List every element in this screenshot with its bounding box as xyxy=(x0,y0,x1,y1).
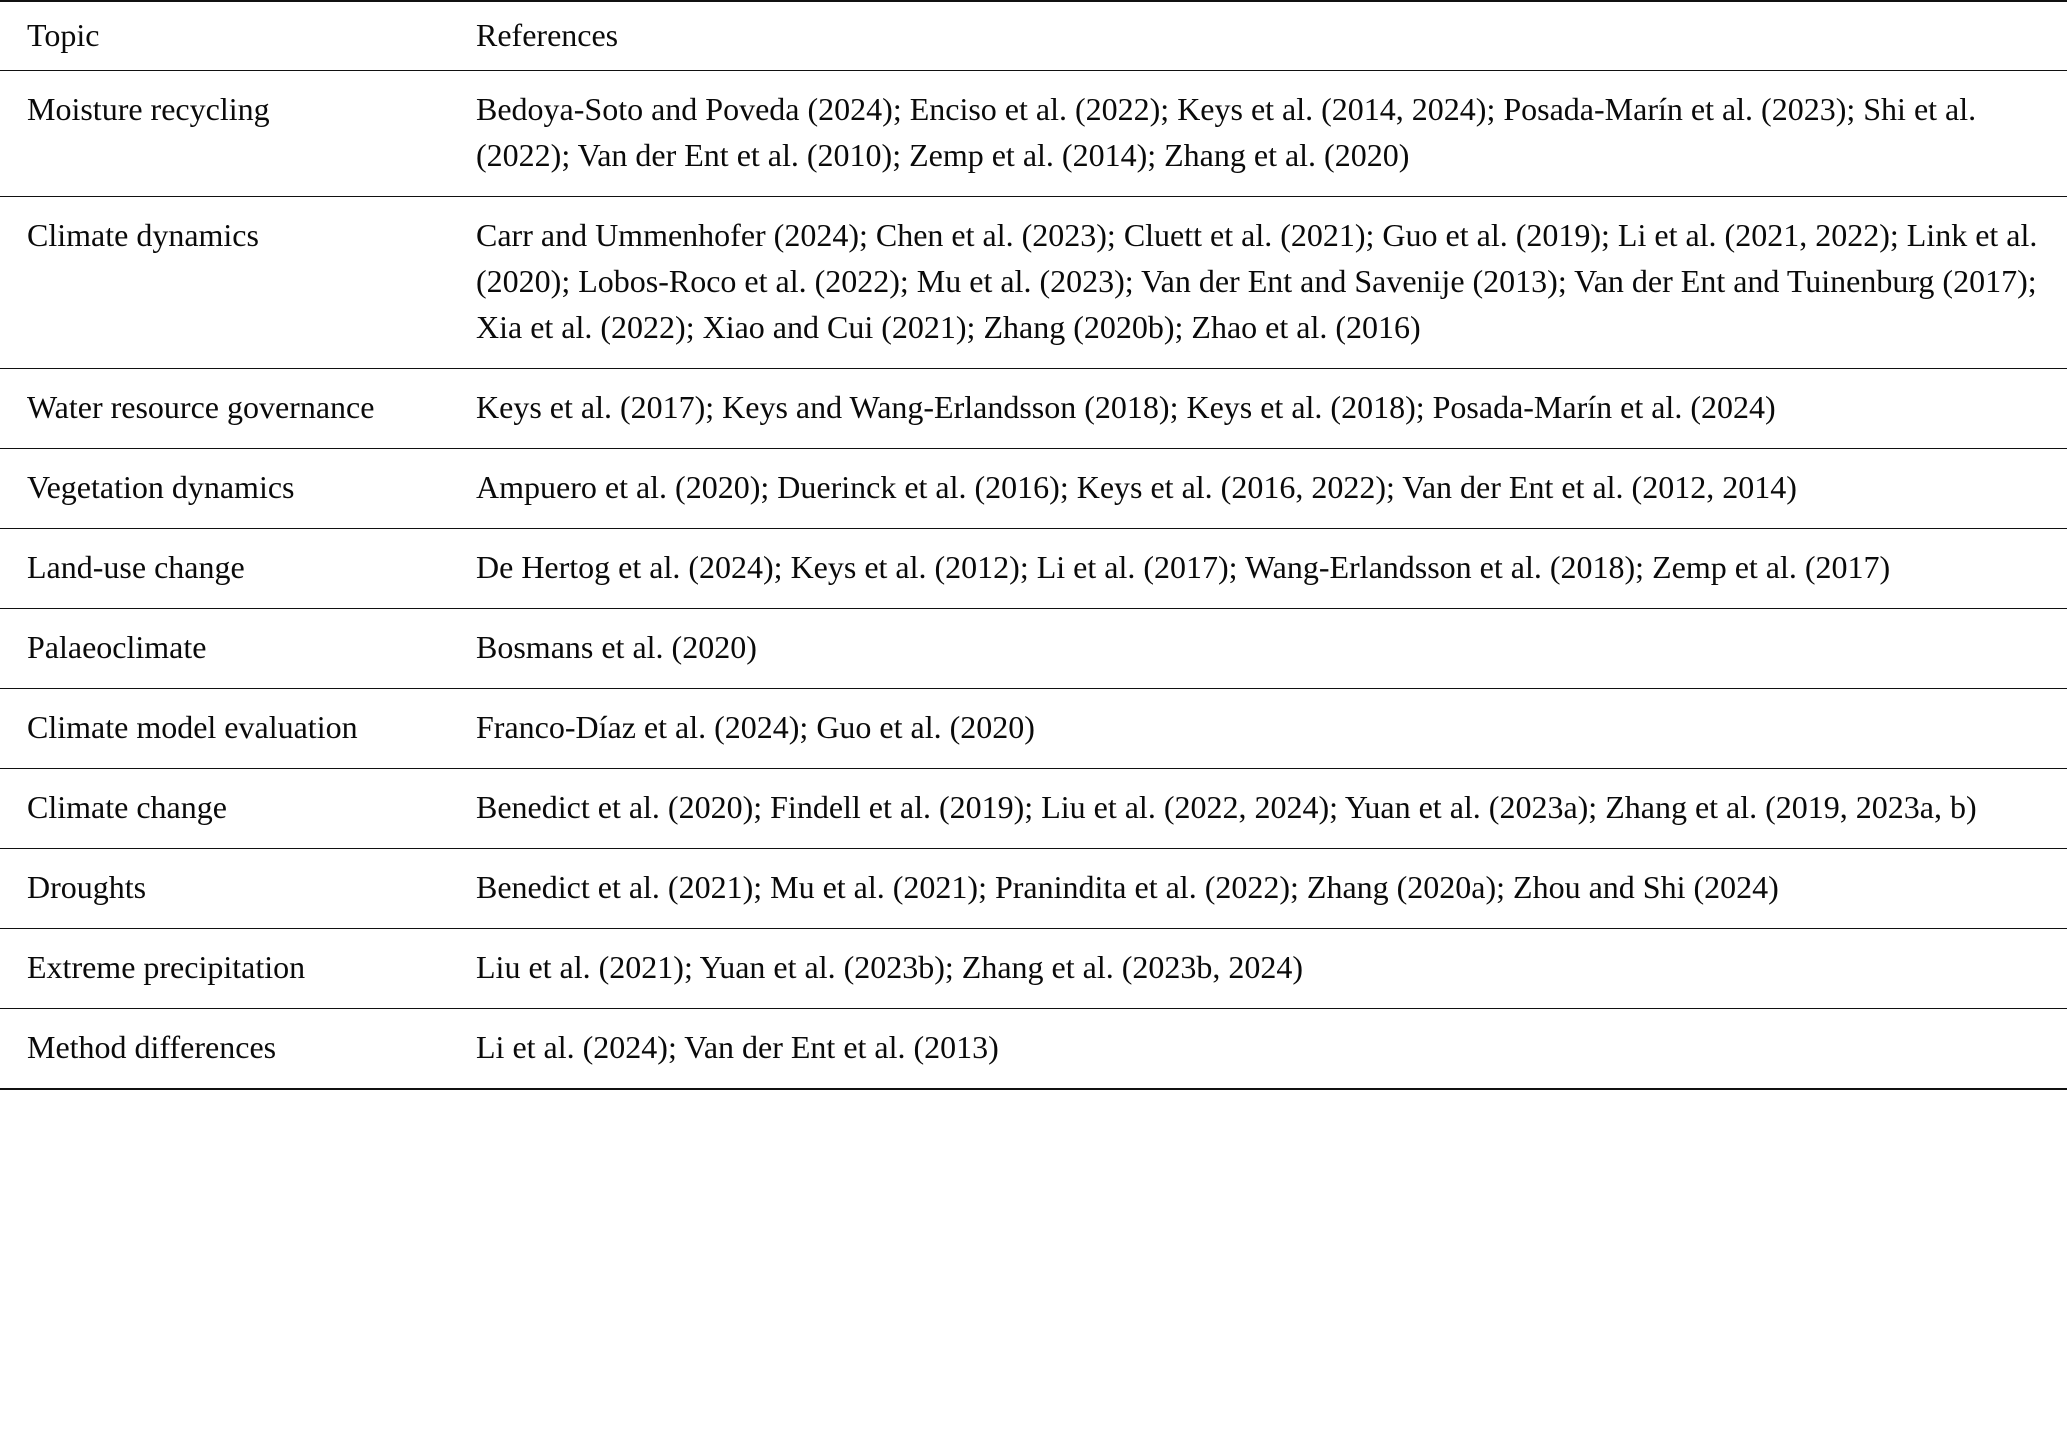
table-row: Palaeoclimate Bosmans et al. (2020) xyxy=(0,608,2067,689)
table-header: Topic References xyxy=(0,1,2067,71)
references-cell: De Hertog et al. (2024); Keys et al. (20… xyxy=(476,549,1891,585)
table-row: Land-use change De Hertog et al. (2024); … xyxy=(0,528,2067,609)
topic-cell: Method differences xyxy=(27,1029,277,1065)
references-cell: Benedict et al. (2021); Mu et al. (2021)… xyxy=(476,869,1779,905)
table-body: Moisture recycling Bedoya-Soto and Poveda… xyxy=(0,71,2067,1090)
topic-cell: Moisture recycling xyxy=(27,91,270,127)
table-row: Extreme precipitation Liu et al. (2021); … xyxy=(0,928,2067,1009)
table-row: Climate change Benedict et al. (2020); Fi… xyxy=(0,768,2067,849)
topic-cell: Climate dynamics xyxy=(27,217,259,253)
references-table-container: Topic References Moisture recycling Bedoy… xyxy=(0,0,2067,1090)
topic-cell: Palaeoclimate xyxy=(27,629,207,665)
references-cell: Bedoya-Soto and Poveda (2024); Enciso et… xyxy=(476,91,1977,173)
topic-cell: Climate change xyxy=(27,789,227,825)
table-row: Droughts Benedict et al. (2021); Mu et al… xyxy=(0,848,2067,929)
table-row: Vegetation dynamics Ampuero et al. (2020)… xyxy=(0,448,2067,529)
references-cell: Keys et al. (2017); Keys and Wang-Erland… xyxy=(476,389,1776,425)
references-cell: Bosmans et al. (2020) xyxy=(476,629,757,665)
topic-cell: Vegetation dynamics xyxy=(27,469,295,505)
references-cell: Li et al. (2024); Van der Ent et al. (20… xyxy=(476,1029,999,1065)
table-row: Method differences Li et al. (2024); Van … xyxy=(0,1008,2067,1090)
references-cell: Liu et al. (2021); Yuan et al. (2023b); … xyxy=(476,949,1304,985)
topic-cell: Water resource governance xyxy=(27,389,375,425)
header-row: Topic References xyxy=(0,1,2067,71)
references-cell: Ampuero et al. (2020); Duerinck et al. (… xyxy=(476,469,1797,505)
table-row: Water resource governance Keys et al. (20… xyxy=(0,368,2067,449)
table-row: Climate dynamics Carr and Ummenhofer (202… xyxy=(0,196,2067,369)
topic-references-table: Topic References Moisture recycling Bedoy… xyxy=(0,0,2067,1090)
topic-cell: Land-use change xyxy=(27,549,245,585)
references-cell: Carr and Ummenhofer (2024); Chen et al. … xyxy=(476,217,2038,345)
references-cell: Franco-Díaz et al. (2024); Guo et al. (2… xyxy=(476,709,1035,745)
table-row: Moisture recycling Bedoya-Soto and Poveda… xyxy=(0,71,2067,197)
references-column-header: References xyxy=(476,17,619,53)
references-cell: Benedict et al. (2020); Findell et al. (… xyxy=(476,789,1977,825)
topic-cell: Extreme precipitation xyxy=(27,949,306,985)
topic-cell: Climate model evaluation xyxy=(27,709,358,745)
topic-cell: Droughts xyxy=(27,869,147,905)
table-row: Climate model evaluation Franco-Díaz et a… xyxy=(0,688,2067,769)
topic-column-header: Topic xyxy=(27,17,100,53)
